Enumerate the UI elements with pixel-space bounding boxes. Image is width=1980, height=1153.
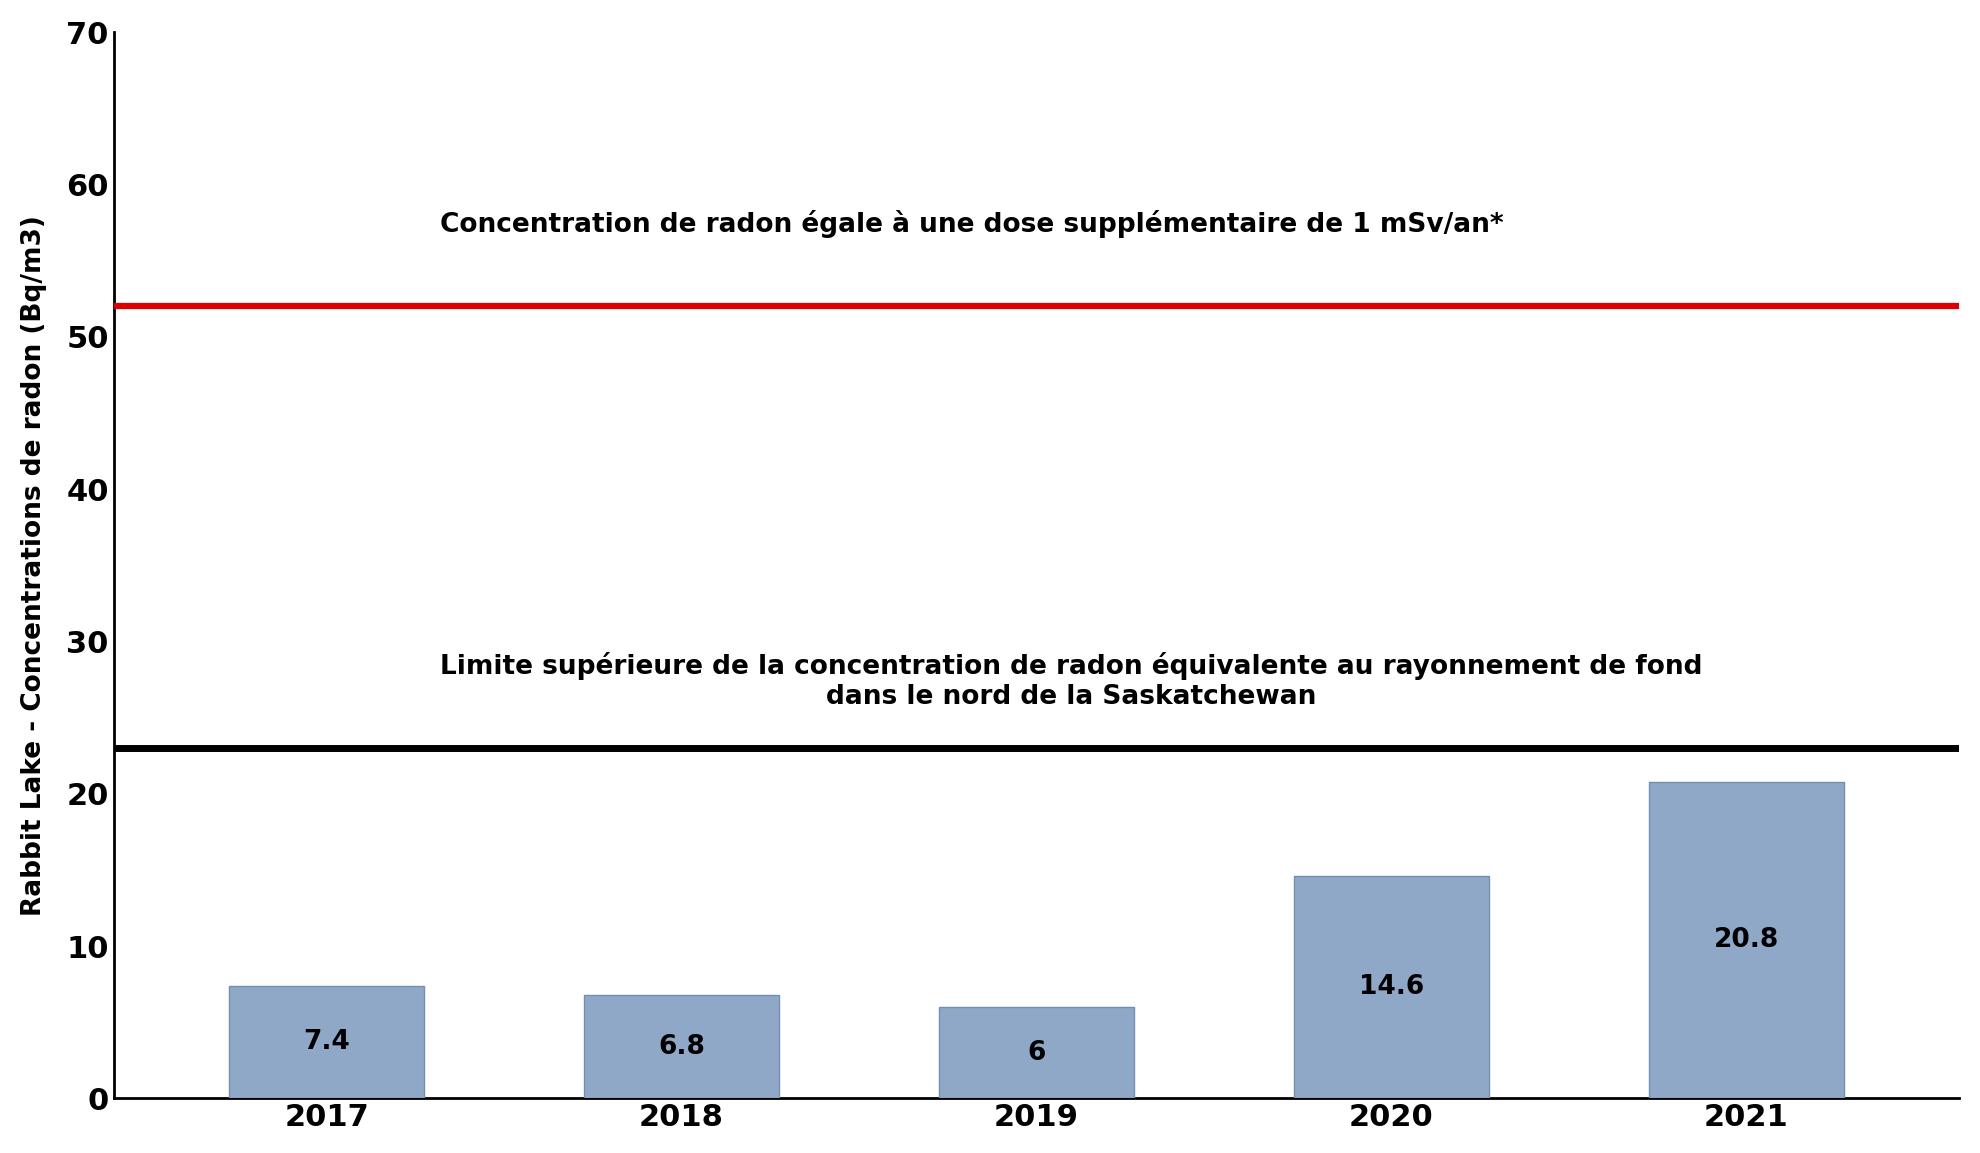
Y-axis label: Rabbit Lake - Concentrations de radon (Bq/m3): Rabbit Lake - Concentrations de radon (B… bbox=[22, 214, 48, 915]
Text: 6: 6 bbox=[1028, 1040, 1045, 1065]
Text: 14.6: 14.6 bbox=[1358, 974, 1424, 1000]
Text: 7.4: 7.4 bbox=[303, 1028, 350, 1055]
Text: 6.8: 6.8 bbox=[657, 1033, 705, 1060]
Text: Limite supérieure de la concentration de radon équivalente au rayonnement de fon: Limite supérieure de la concentration de… bbox=[440, 651, 1703, 710]
Bar bbox=[584, 995, 778, 1099]
Bar bbox=[1649, 782, 1843, 1099]
Text: 20.8: 20.8 bbox=[1713, 927, 1778, 952]
Bar bbox=[230, 986, 424, 1099]
Text: Concentration de radon égale à une dose supplémentaire de 1 mSv/an*: Concentration de radon égale à une dose … bbox=[440, 210, 1503, 238]
Bar bbox=[939, 1007, 1135, 1099]
Bar bbox=[1293, 876, 1489, 1099]
